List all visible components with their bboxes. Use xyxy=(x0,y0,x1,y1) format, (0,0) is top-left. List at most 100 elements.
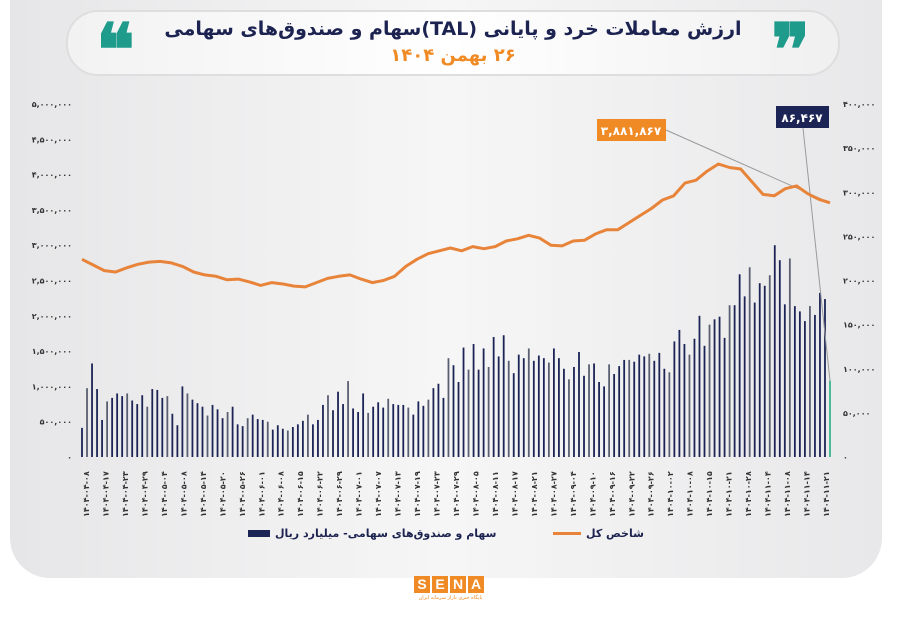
bar xyxy=(542,358,545,457)
x-axis-tick: ۱۴۰۴-۰۴-۰۸ xyxy=(82,471,91,517)
x-axis-tick: ۱۴۰۴-۰۷-۱۹ xyxy=(413,471,422,517)
bar xyxy=(337,391,339,457)
bar xyxy=(588,364,590,457)
bar xyxy=(457,381,460,457)
bar xyxy=(181,386,184,457)
bar xyxy=(156,389,159,457)
left-axis-tick: ۴,۰۰۰,۰۰۰ xyxy=(32,171,72,180)
x-axis-tick: ۱۴۰۴-۰۹-۲۶ xyxy=(647,471,656,517)
x-axis-labels: ۱۴۰۴-۰۴-۰۸ ۱۴۰۴-۰۴-۱۷ ۱۴۰۴-۰۴-۲۳ ۱۴۰۴-۰۴-۲۹… xyxy=(82,471,831,517)
bar xyxy=(397,404,400,457)
bar xyxy=(357,411,360,457)
bar xyxy=(251,414,254,457)
x-axis-tick: ۱۴۰۴-۱۰-۲۸ xyxy=(744,471,753,517)
bar xyxy=(216,409,219,457)
bar xyxy=(728,305,731,457)
left-axis-tick: ۳,۵۰۰,۰۰۰ xyxy=(32,206,72,215)
bar xyxy=(221,418,224,457)
bar xyxy=(86,388,88,457)
sena-logo: S E N A پایگاه خبری بازار سرمایه ایران xyxy=(414,576,487,601)
bar xyxy=(206,415,209,457)
x-axis-tick: ۱۴۰۴-۰۸-۱۱ xyxy=(491,471,500,517)
bar xyxy=(332,410,334,457)
bar xyxy=(236,424,239,457)
bar xyxy=(643,356,646,457)
bar xyxy=(296,424,299,457)
x-axis-tick: ۱۴۰۴-۰۶-۰۱ xyxy=(257,471,266,517)
bar xyxy=(191,399,194,457)
bar xyxy=(593,363,595,457)
line-series xyxy=(81,162,831,289)
bar xyxy=(226,411,229,457)
bar xyxy=(507,360,510,457)
right-axis-tick: ۳۵۰,۰۰۰ xyxy=(843,144,875,153)
right-axis: ۰ ۵۰,۰۰۰ ۱۰۰,۰۰۰ ۱۵۰,۰۰۰ ۲۰۰,۰۰۰ ۲۵۰,۰۰۰ ۳۰۰,۰… xyxy=(843,100,875,462)
bar xyxy=(347,381,349,457)
bar xyxy=(748,267,751,457)
x-axis-tick: ۱۴۰۴-۰۵-۲۶ xyxy=(238,471,247,517)
bar xyxy=(713,319,716,457)
bar xyxy=(578,351,580,457)
bar xyxy=(241,426,244,457)
bar xyxy=(387,398,390,457)
bar xyxy=(733,305,736,457)
bar xyxy=(628,359,631,457)
bar xyxy=(723,337,726,457)
bar xyxy=(417,401,420,457)
x-axis-tick: ۱۴۰۴-۰۴-۱۷ xyxy=(101,471,110,517)
bar xyxy=(638,354,641,457)
bar-series xyxy=(81,245,831,457)
bar xyxy=(603,386,605,457)
bar xyxy=(342,404,344,457)
bar xyxy=(693,338,696,457)
bar xyxy=(768,275,771,457)
bar xyxy=(658,352,661,457)
right-axis-tick: ۰ xyxy=(843,453,848,462)
bar xyxy=(482,348,485,457)
x-axis-tick: ۱۴۰۴-۱۰-۰۲ xyxy=(666,471,675,517)
bar xyxy=(552,348,555,457)
logo-letter: S xyxy=(414,576,430,593)
legend-bars: سهام و صندوق‌های سهامی- میلیارد ریال xyxy=(248,527,496,540)
bar xyxy=(291,426,294,457)
x-axis-tick: ۱۴۰۴-۰۴-۲۳ xyxy=(121,471,130,517)
x-axis-tick: ۱۴۰۴-۰۹-۱۶ xyxy=(608,471,617,517)
bar xyxy=(527,348,530,457)
bar xyxy=(106,401,109,457)
bar xyxy=(773,245,776,457)
bar xyxy=(322,404,324,457)
bar xyxy=(276,425,279,457)
bar xyxy=(683,344,686,457)
left-axis-tick: ۳,۰۰۰,۰۰۰ xyxy=(32,241,72,250)
bar xyxy=(793,306,796,457)
bar xyxy=(246,418,249,457)
right-axis-tick: ۴۰۰,۰۰۰ xyxy=(843,100,875,109)
x-axis-tick: ۱۴۰۴-۰۵-۲۰ xyxy=(218,471,227,517)
bar xyxy=(327,395,329,457)
x-axis-tick: ۱۴۰۴-۰۷-۰۱ xyxy=(355,471,364,517)
x-axis-tick: ۱۴۰۴-۰۹-۲۲ xyxy=(627,471,636,517)
right-axis-tick: ۵۰,۰۰۰ xyxy=(843,409,870,418)
x-axis-tick: ۱۴۰۴-۰۸-۰۵ xyxy=(471,471,480,517)
bar xyxy=(568,379,570,457)
bar xyxy=(96,389,98,457)
bar xyxy=(141,395,144,457)
bar xyxy=(753,302,756,457)
left-axis-tick: ۱,۵۰۰,۰۰۰ xyxy=(32,347,72,356)
legend-bars-swatch xyxy=(248,530,270,537)
bar xyxy=(803,321,806,457)
bar xyxy=(678,329,681,457)
bar xyxy=(166,396,169,457)
logo-letter: N xyxy=(450,576,466,593)
bar xyxy=(814,314,816,457)
bar xyxy=(312,424,314,457)
bar-callout-value: ۸۶,۴۶۷ xyxy=(781,111,823,125)
line-callout-box xyxy=(597,119,666,141)
bar xyxy=(633,361,636,457)
left-axis: ۰ ۵۰۰,۰۰۰ ۱,۰۰۰,۰۰۰ ۱,۵۰۰,۰۰۰ ۲,۰۰۰,۰۰۰ ۲,۵۰۰… xyxy=(32,100,72,462)
bar xyxy=(281,428,284,457)
bar xyxy=(442,397,445,457)
left-axis-tick: ۰ xyxy=(67,453,72,462)
bar xyxy=(558,358,560,457)
